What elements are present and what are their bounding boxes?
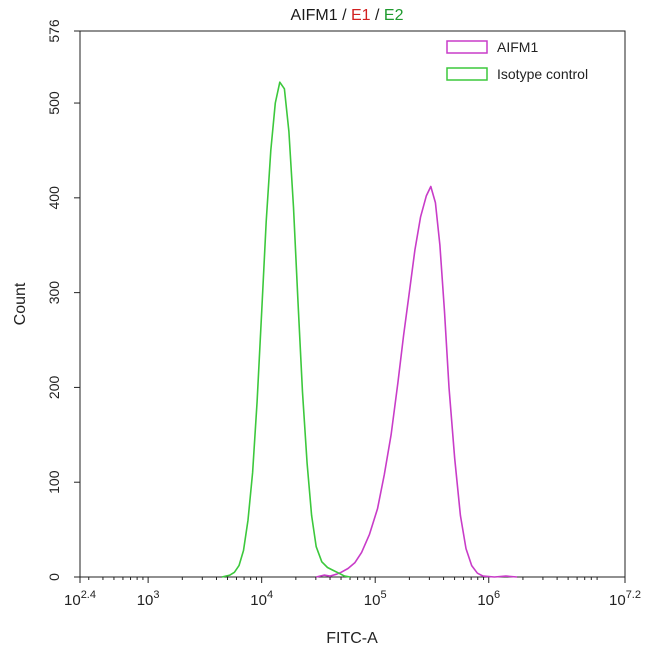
x-tick-label: 102.4 <box>64 589 96 609</box>
y-axis: 0 100 200 300 400 500 576 <box>46 19 80 581</box>
chart-title-part: E1 <box>351 7 371 24</box>
chart-title-part: / <box>371 7 384 24</box>
y-tick-label: 300 <box>46 281 62 305</box>
x-tick-label: 104 <box>250 589 273 609</box>
plot-series <box>221 81 518 578</box>
y-tick-label: 500 <box>46 91 62 115</box>
chart-title-part: / <box>338 7 351 24</box>
y-tick-label: 200 <box>46 376 62 400</box>
y-tick-label: 100 <box>46 470 62 494</box>
series-line-aifm1 <box>316 185 518 578</box>
y-tick-label: 576 <box>46 19 62 43</box>
legend-swatch <box>446 67 488 81</box>
y-axis-label: Count <box>12 282 29 325</box>
x-axis: 102.4 103 104 105 106 107.2 <box>64 577 641 609</box>
legend-label: Isotype control <box>497 66 588 82</box>
x-tick-label: 105 <box>364 589 387 609</box>
chart-title-part: E2 <box>384 7 404 24</box>
x-tick-label: 103 <box>137 589 160 609</box>
x-tick-label: 106 <box>477 589 500 609</box>
plot-frame <box>79 30 626 578</box>
legend-swatch <box>446 40 488 54</box>
y-tick-label: 400 <box>46 186 62 210</box>
y-tick-label: 0 <box>46 573 62 581</box>
x-tick-label: 107.2 <box>609 589 641 609</box>
series-line-isotype-control <box>221 81 351 578</box>
legend-label: AIFM1 <box>497 39 538 55</box>
legend: AIFM1 Isotype control <box>446 39 588 82</box>
x-axis-label: FITC-A <box>326 630 378 647</box>
chart-title: AIFM1 / E1 / E2 <box>291 7 404 24</box>
chart-title-part: AIFM1 <box>291 7 338 24</box>
